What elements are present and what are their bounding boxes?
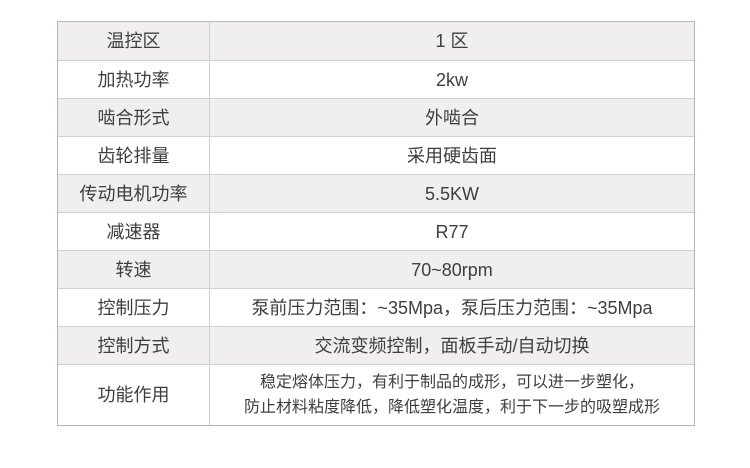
spec-table: 温控区 1 区 加热功率 2kw 啮合形式 外啮合 齿轮排量 采用硬齿面 传动电… (57, 21, 695, 426)
table-row: 齿轮排量 采用硬齿面 (58, 136, 694, 174)
table-row: 功能作用 稳定熔体压力，有利于制品的成形，可以进一步塑化， 防止材料粘度降低，降… (58, 364, 694, 425)
table-row: 啮合形式 外啮合 (58, 98, 694, 136)
spec-label-cell: 传动电机功率 (58, 175, 210, 212)
spec-label-cell: 转速 (58, 251, 210, 288)
table-row: 转速 70~80rpm (58, 250, 694, 288)
spec-label-cell: 加热功率 (58, 61, 210, 98)
spec-value-cell: R77 (435, 221, 469, 242)
spec-value-cell: 5.5KW (424, 183, 480, 204)
spec-label-cell: 啮合形式 (58, 99, 210, 136)
spec-value-cell: 稳定熔体压力，有利于制品的成形，可以进一步塑化， 防止材料粘度降低，降低塑化温度… (243, 374, 660, 416)
spec-value-cell: 外啮合 (425, 107, 479, 128)
table-row: 加热功率 2kw (58, 60, 694, 98)
spec-label-cell: 温控区 (58, 22, 210, 60)
spec-value-cell: 泵前压力范围：~35Mpa，泵后压力范围：~35Mpa (251, 297, 653, 318)
spec-label-cell: 减速器 (58, 213, 210, 250)
spec-value-cell: 70~80rpm (411, 259, 493, 280)
spec-value-cell: 采用硬齿面 (407, 145, 497, 166)
table-row: 传动电机功率 5.5KW (58, 174, 694, 212)
spec-label-cell: 控制压力 (58, 289, 210, 326)
spec-label-cell: 功能作用 (58, 365, 210, 425)
spec-label-cell: 齿轮排量 (58, 137, 210, 174)
spec-value-cell: 1 区 (435, 31, 469, 51)
spec-value-cell: 交流变频控制，面板手动/自动切换 (314, 335, 590, 356)
table-row: 温控区 1 区 (58, 22, 694, 60)
table-row: 控制方式 交流变频控制，面板手动/自动切换 (58, 326, 694, 364)
spec-value-cell: 2kw (435, 69, 468, 90)
table-row: 减速器 R77 (58, 212, 694, 250)
table-row: 控制压力 泵前压力范围：~35Mpa，泵后压力范围：~35Mpa (58, 288, 694, 326)
spec-label-cell: 控制方式 (58, 327, 210, 364)
